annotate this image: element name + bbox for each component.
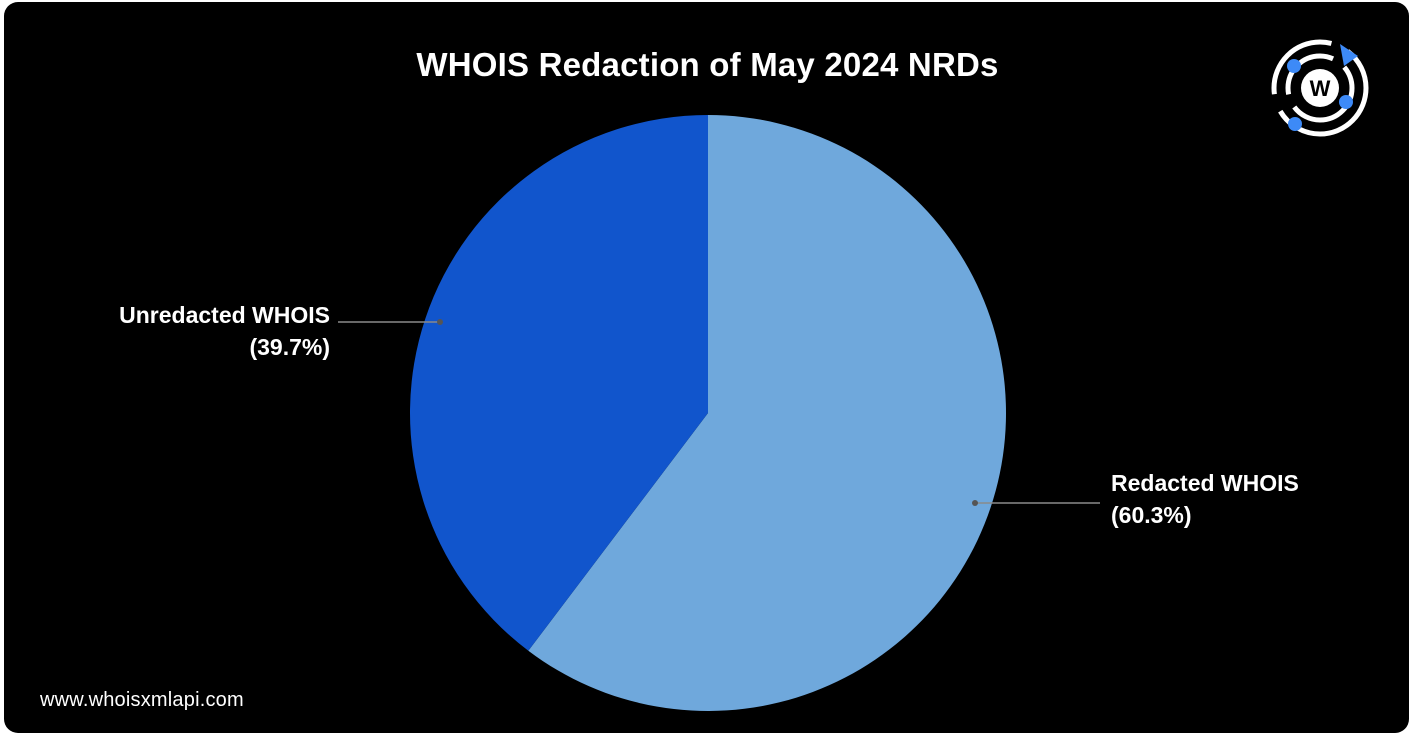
slice-label-redacted: Redacted WHOIS (60.3%) <box>1111 467 1299 531</box>
slice-label-name: Unredacted WHOIS <box>119 302 330 328</box>
logo-letter: W <box>1310 76 1331 101</box>
slice-label-value: (60.3%) <box>1111 502 1192 528</box>
whoisxmlapi-logo-icon: W <box>1271 39 1369 137</box>
slice-label-value: (39.7%) <box>249 334 330 360</box>
leader-dot <box>437 319 443 325</box>
slice-label-name: Redacted WHOIS <box>1111 470 1299 496</box>
pie-slice-unredacted-whois <box>409 115 708 651</box>
leader-dot <box>972 500 978 506</box>
footer-url: www.whoisxmlapi.com <box>40 689 244 711</box>
chart-title: WHOIS Redaction of May 2024 NRDs <box>416 46 999 83</box>
pie-slice-redacted-whois <box>528 115 1006 711</box>
slice-label-unredacted: Unredacted WHOIS (39.7%) <box>119 299 330 363</box>
